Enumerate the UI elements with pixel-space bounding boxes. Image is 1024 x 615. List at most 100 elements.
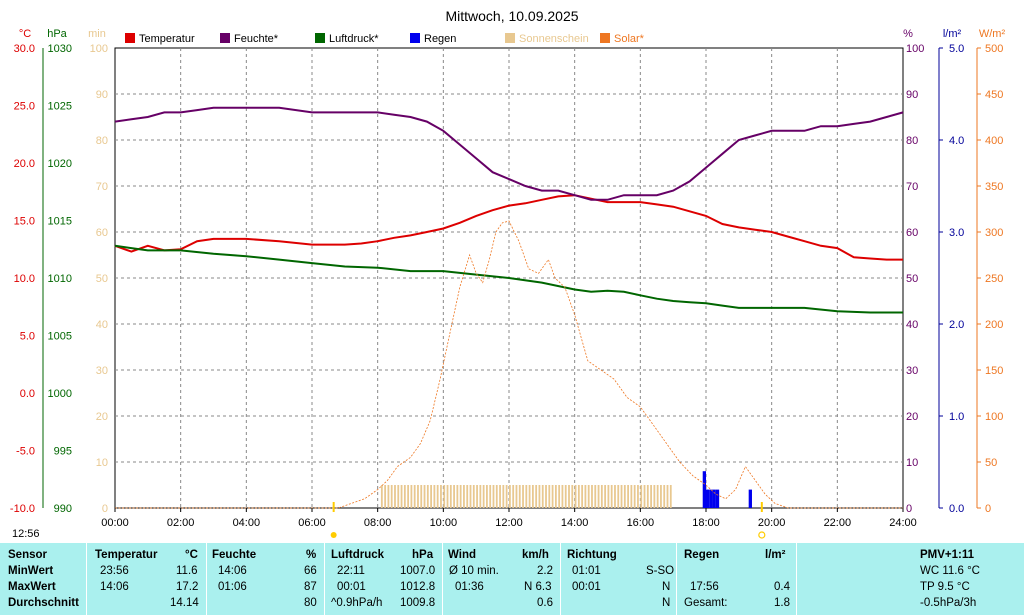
sunshine-bar bbox=[584, 485, 587, 508]
hum-tick-label: 0 bbox=[906, 503, 912, 515]
temp-tick-label: 0.0 bbox=[20, 388, 35, 400]
x-tick-label: 10:00 bbox=[430, 517, 458, 529]
stats-max-press-val: 1012.8 bbox=[400, 581, 436, 593]
legend-label: Luftdruck* bbox=[329, 33, 379, 45]
sunshine-bar bbox=[397, 485, 400, 508]
stats-avg-hum-val: 80 bbox=[304, 597, 317, 609]
sunshine-bar bbox=[627, 485, 629, 508]
sunshine-bar bbox=[469, 485, 472, 508]
stats-avg-rain-label: Gesamt: bbox=[684, 597, 728, 609]
press-tick-label: 1000 bbox=[48, 388, 72, 400]
sunshine-bar bbox=[568, 485, 570, 508]
hum-tick-label: 60 bbox=[906, 227, 918, 239]
temp-tick-label: -5.0 bbox=[16, 446, 35, 458]
sunshine-bar bbox=[486, 485, 488, 508]
press-tick-label: 995 bbox=[54, 446, 72, 458]
sunshine-bar bbox=[637, 485, 639, 508]
sunshine-bar bbox=[518, 485, 521, 508]
stats-avg-press-val: 1009.8 bbox=[400, 597, 436, 609]
stats-avg-temp-val: 14.14 bbox=[170, 597, 199, 609]
sunshine-bar bbox=[515, 485, 518, 508]
stats-max-hum-time: 01:06 bbox=[218, 581, 247, 593]
sunshine-bar bbox=[597, 485, 600, 508]
sunshine-bar bbox=[558, 485, 561, 508]
legend-swatch bbox=[315, 33, 325, 43]
sun-tick-label: 80 bbox=[96, 135, 108, 147]
stats-avg-press-time: ^0.9hPa/h bbox=[331, 597, 383, 609]
solar-tick-label: 0 bbox=[985, 503, 991, 515]
stats-min-hum-time: 14:06 bbox=[218, 565, 247, 577]
series-line-temperatur bbox=[114, 194, 903, 261]
sunshine-bar bbox=[656, 485, 659, 508]
legend-label: Feuchte* bbox=[234, 33, 279, 45]
x-tick-label: 02:00 bbox=[167, 517, 195, 529]
legend-label: Temperatur bbox=[139, 33, 195, 45]
stats-avg-rain-val: 1.8 bbox=[774, 597, 790, 609]
sunshine-bar bbox=[620, 485, 623, 508]
stats-max-rain-val: 0.4 bbox=[774, 581, 790, 593]
legend-swatch bbox=[410, 33, 420, 43]
stats-max-dir-val: N bbox=[662, 581, 671, 593]
sunshine-bar bbox=[630, 485, 633, 508]
sunshine-bar bbox=[640, 485, 643, 508]
sunshine-bar bbox=[400, 485, 403, 508]
rain-tick-label: 2.0 bbox=[949, 319, 964, 331]
rain-bar bbox=[712, 489, 716, 508]
stats-max-hum-val: 87 bbox=[304, 581, 317, 593]
stats-max-press-time: 00:01 bbox=[337, 581, 366, 593]
series-line-feuchte bbox=[114, 106, 904, 201]
solar-tick-label: 100 bbox=[985, 411, 1003, 423]
sunshine-bar bbox=[564, 485, 567, 508]
sun-tick-label: 30 bbox=[96, 365, 108, 377]
temp-tick-label: 10.0 bbox=[14, 273, 35, 285]
sun-tick-label: 0 bbox=[102, 503, 108, 515]
press-tick-label: 1025 bbox=[48, 101, 72, 113]
sunshine-bar bbox=[660, 485, 662, 508]
stats-max-temp-time: 14:06 bbox=[100, 581, 129, 593]
stats-max-extra: TP 9.5 °C bbox=[920, 581, 970, 593]
stats-min-press-time: 22:11 bbox=[337, 565, 365, 577]
solar-tick-label: 400 bbox=[985, 135, 1003, 147]
stats-header-press: Luftdruck bbox=[331, 549, 385, 561]
solar-tick-label: 500 bbox=[985, 43, 1003, 55]
legend-swatch bbox=[220, 33, 230, 43]
sunshine-bar bbox=[607, 485, 610, 508]
sunshine-bar bbox=[443, 485, 446, 508]
sunshine-bar bbox=[669, 485, 672, 508]
sun-tick-label: 70 bbox=[96, 181, 108, 193]
stats-header-rain: Regen bbox=[684, 549, 720, 561]
legend-label: Regen bbox=[424, 33, 456, 45]
sunshine-bar bbox=[387, 485, 390, 508]
series-line-solar bbox=[115, 220, 903, 509]
stats-max-dir-time: 00:01 bbox=[572, 581, 601, 593]
sunshine-bar bbox=[666, 485, 669, 508]
stats-min-temp-val: 11.6 bbox=[176, 565, 198, 577]
weather-chart: 00:00 02:00 04:00 06:00 08:00 10:00 12:00 14:00… bbox=[10, 8, 1005, 539]
sunshine-bar bbox=[614, 485, 616, 508]
solar-tick-label: 50 bbox=[985, 457, 997, 469]
rain-bar bbox=[748, 489, 752, 508]
sunshine-bar bbox=[512, 485, 515, 508]
x-tick-label: 14:00 bbox=[561, 517, 589, 529]
sunshine-bar bbox=[463, 485, 465, 508]
sun-tick-label: 100 bbox=[90, 43, 108, 55]
press-tick-label: 1030 bbox=[48, 43, 72, 55]
sunshine-bar bbox=[551, 485, 554, 508]
sunshine-bar bbox=[426, 485, 429, 508]
sunshine-bar bbox=[548, 485, 551, 508]
rain-tick-label: 0.0 bbox=[949, 503, 964, 515]
sunshine-bar bbox=[502, 485, 505, 508]
sunshine-bar bbox=[423, 485, 426, 508]
sun-tick-label: 60 bbox=[96, 227, 108, 239]
sunshine-bar bbox=[610, 485, 613, 508]
rain-tick-label: 1.0 bbox=[949, 411, 964, 423]
rain-bars bbox=[702, 471, 752, 508]
sunshine-bar bbox=[528, 485, 531, 508]
stats-header-temp: Temperatur bbox=[95, 549, 158, 561]
temp-tick-label: -10.0 bbox=[10, 503, 35, 515]
stats-header-wind: Wind bbox=[448, 549, 476, 561]
sunshine-bar bbox=[591, 485, 593, 508]
sun-tick-label: 40 bbox=[96, 319, 108, 331]
x-tick-label: 20:00 bbox=[758, 517, 786, 529]
sunshine-bar bbox=[403, 485, 406, 508]
